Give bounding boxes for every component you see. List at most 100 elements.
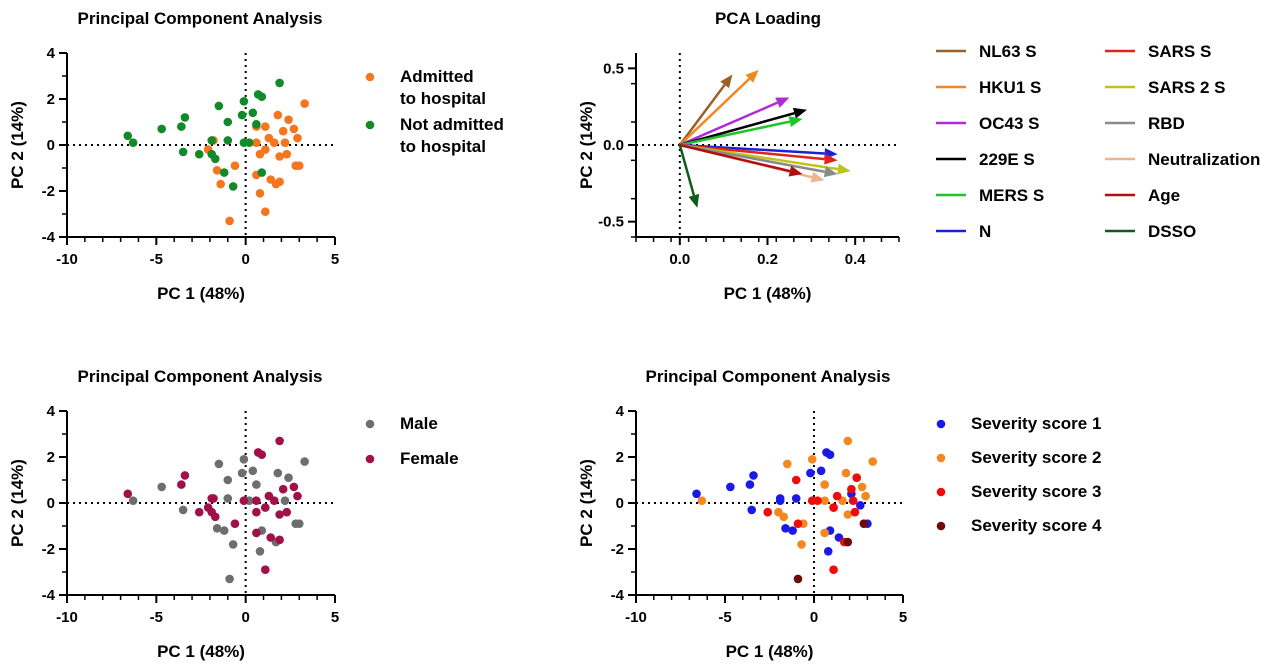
- data-point: [123, 131, 133, 141]
- y-tick-label: -0.5: [598, 214, 624, 231]
- data-point: [294, 161, 304, 170]
- data-point: [239, 455, 249, 464]
- loading-vector-arrowhead: [688, 193, 700, 208]
- data-point: [248, 108, 258, 118]
- data-point: [180, 113, 190, 122]
- data-point: [300, 99, 309, 108]
- loading-vector-arrowhead: [823, 166, 838, 178]
- y-axis-label: PC 2 (14%): [8, 459, 27, 547]
- x-tick-label: -5: [150, 609, 163, 626]
- data-point: [726, 482, 735, 492]
- data-point: [275, 535, 284, 545]
- y-tick-label: 0: [616, 495, 624, 512]
- x-tick-label: 5: [331, 251, 339, 268]
- x-tick-label: -10: [56, 609, 78, 626]
- data-point: [177, 480, 186, 489]
- data-point: [284, 115, 293, 124]
- legend-marker: [365, 454, 375, 464]
- data-point: [820, 528, 829, 538]
- data-point: [859, 519, 869, 528]
- chart-title: Principal Component Analysis: [78, 9, 323, 28]
- data-point: [248, 466, 258, 476]
- legend-label: Admitted to hospital: [400, 67, 486, 108]
- legend-label: SARS 2 S: [1148, 78, 1225, 97]
- loading-vector-arrowhead: [788, 165, 803, 177]
- data-point: [775, 496, 785, 506]
- data-point: [252, 120, 261, 129]
- data-point: [294, 519, 304, 528]
- data-point: [157, 482, 166, 492]
- data-point: [219, 168, 229, 177]
- data-point: [275, 436, 284, 446]
- data-point: [868, 457, 878, 466]
- x-tick-label: -10: [625, 609, 647, 626]
- data-point: [194, 149, 204, 159]
- y-tick-label: 4: [47, 45, 56, 62]
- y-tick-label: -2: [42, 183, 55, 200]
- data-point: [244, 138, 254, 147]
- legend-label: Severity score 2: [971, 448, 1101, 467]
- data-point: [282, 149, 292, 159]
- data-point: [269, 138, 279, 147]
- data-point: [207, 136, 217, 145]
- data-point: [230, 519, 240, 528]
- legend-label-line: Admitted: [400, 67, 474, 86]
- data-point: [261, 503, 270, 512]
- data-point: [257, 168, 267, 177]
- legend-label-line: to hospital: [400, 89, 486, 108]
- data-point: [223, 494, 233, 503]
- chart-panel-severity: Principal Component Analysis -10 -5 0 5 -4 -2 0…: [577, 367, 1102, 661]
- data-point: [271, 179, 281, 189]
- loading-vector-arrowhead: [788, 116, 803, 128]
- chart-title: Principal Component Analysis: [78, 367, 323, 386]
- x-tick-label: -10: [56, 251, 78, 268]
- data-point: [252, 496, 261, 506]
- data-point: [210, 154, 220, 164]
- y-tick-label: 2: [47, 449, 55, 466]
- data-point: [128, 138, 138, 147]
- y-axis-label: PC 2 (14%): [8, 101, 27, 189]
- data-point: [257, 450, 267, 460]
- x-tick-label: -5: [718, 609, 731, 626]
- data-point: [282, 507, 292, 517]
- legend-label: HKU1 S: [979, 78, 1041, 97]
- data-point: [212, 524, 222, 533]
- data-point: [252, 528, 261, 538]
- data-point: [848, 496, 858, 506]
- data-point: [214, 101, 224, 111]
- loading-vector-arrowhead: [775, 97, 790, 108]
- data-point: [763, 507, 773, 517]
- data-point: [813, 496, 822, 506]
- data-point: [239, 496, 249, 506]
- data-point: [820, 480, 829, 489]
- data-point: [269, 496, 279, 506]
- data-point: [816, 466, 826, 476]
- data-point: [825, 450, 835, 460]
- loading-vector: [678, 144, 696, 196]
- data-point: [261, 207, 270, 216]
- legend-label-line: Not admitted: [400, 115, 504, 134]
- x-tick-label: 0.2: [757, 251, 778, 268]
- data-point: [793, 519, 803, 528]
- data-point: [123, 489, 133, 499]
- loading-vector-arrowhead: [720, 74, 733, 89]
- legend-label: 229E S: [979, 150, 1035, 169]
- y-tick-label: 2: [47, 91, 55, 108]
- data-point: [791, 475, 801, 485]
- data-point: [843, 436, 853, 446]
- data-point: [212, 166, 222, 175]
- y-tick-label: 2: [616, 449, 624, 466]
- y-tick-label: -2: [611, 541, 624, 558]
- data-point: [237, 468, 247, 478]
- data-point: [252, 138, 261, 147]
- legend-marker: [365, 419, 375, 429]
- data-point: [255, 149, 265, 159]
- data-point: [266, 533, 275, 542]
- y-tick-label: -4: [42, 587, 56, 604]
- data-point: [219, 526, 229, 535]
- data-point: [861, 491, 870, 501]
- legend-label-line: to hospital: [400, 137, 486, 156]
- data-point: [293, 491, 302, 501]
- data-point: [261, 565, 270, 574]
- data-point: [223, 117, 233, 127]
